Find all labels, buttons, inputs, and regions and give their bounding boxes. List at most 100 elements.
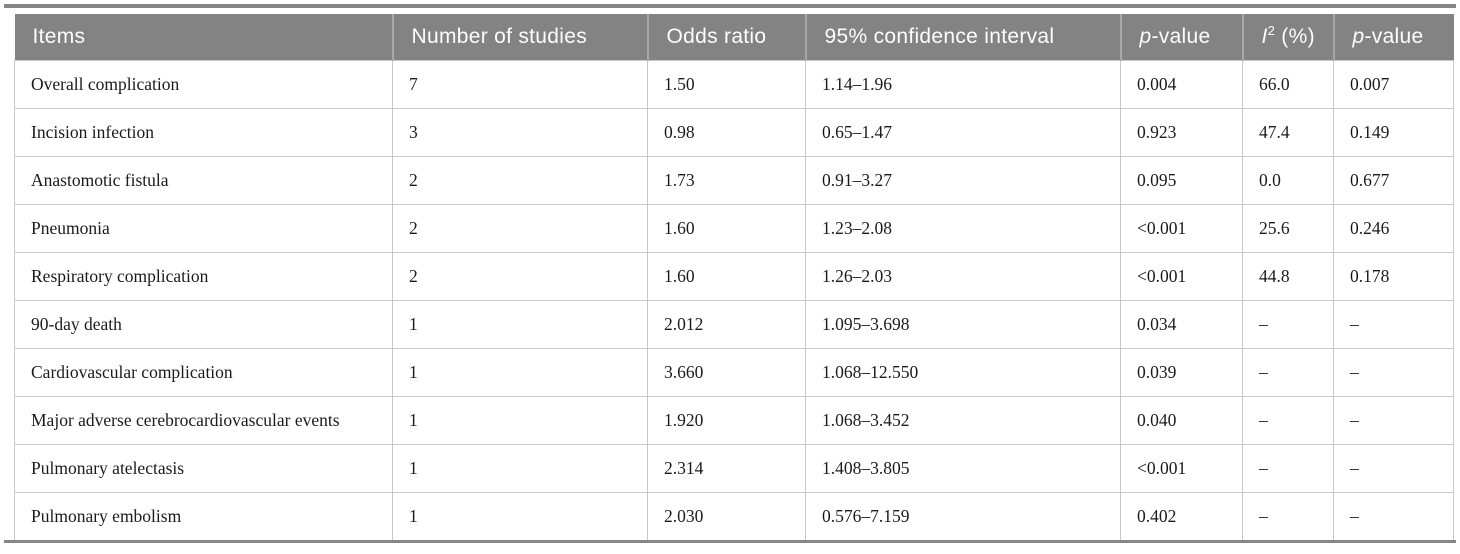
cell-p-value: <0.001 [1120, 252, 1243, 301]
cell-odds-ratio: 0.98 [647, 108, 806, 157]
cell-item: Respiratory complication [14, 252, 393, 301]
cell-p-value-heterogeneity: – [1333, 348, 1454, 397]
cell-i-squared: – [1242, 492, 1334, 540]
table-header: Items Number of studies Odds ratio 95% c… [14, 14, 1454, 61]
cell-confidence-interval: 1.408–3.805 [805, 444, 1121, 493]
table-top-rule [4, 4, 1456, 8]
cell-i-squared: 25.6 [1242, 204, 1334, 253]
cell-odds-ratio: 1.920 [647, 396, 806, 445]
cell-confidence-interval: 1.14–1.96 [805, 60, 1121, 109]
cell-p-value-heterogeneity: – [1333, 396, 1454, 445]
cell-odds-ratio: 1.60 [647, 204, 806, 253]
cell-p-value-heterogeneity: – [1333, 444, 1454, 493]
cell-p-value: 0.039 [1120, 348, 1243, 397]
cell-confidence-interval: 1.26–2.03 [805, 252, 1121, 301]
cell-p-value: 0.095 [1120, 156, 1243, 205]
column-header-label: (%) [1275, 25, 1315, 48]
cell-number-of-studies: 2 [392, 252, 648, 301]
cell-number-of-studies: 1 [392, 444, 648, 493]
cell-odds-ratio: 3.660 [647, 348, 806, 397]
cell-i-squared: 0.0 [1242, 156, 1334, 205]
cell-i-squared: 66.0 [1242, 60, 1334, 109]
column-header-label-italic: p [1139, 25, 1152, 48]
cell-p-value: <0.001 [1120, 204, 1243, 253]
cell-p-value-heterogeneity: 0.007 [1333, 60, 1454, 109]
column-header-label: Number of studies [411, 25, 588, 48]
column-header-label: Odds ratio [666, 25, 767, 48]
column-header-p-value-heterogeneity: p-value [1332, 14, 1454, 61]
cell-confidence-interval: 1.23–2.08 [805, 204, 1121, 253]
cell-number-of-studies: 1 [392, 492, 648, 540]
cell-number-of-studies: 3 [392, 108, 648, 157]
table-row: Overall complication 7 1.50 1.14–1.96 0.… [14, 60, 1454, 109]
table-body: Overall complication 7 1.50 1.14–1.96 0.… [14, 60, 1454, 540]
column-header-i-squared: I2 (%) [1241, 14, 1334, 61]
cell-confidence-interval: 1.068–3.452 [805, 396, 1121, 445]
table-row: Anastomotic fistula 2 1.73 0.91–3.27 0.0… [14, 156, 1454, 205]
table-row: Pneumonia 2 1.60 1.23–2.08 <0.001 25.6 0… [14, 204, 1454, 253]
column-header-label: -value [1151, 25, 1211, 48]
cell-odds-ratio: 1.73 [647, 156, 806, 205]
cell-item: Pneumonia [14, 204, 393, 253]
cell-number-of-studies: 1 [392, 348, 648, 397]
table-row: Pulmonary embolism 1 2.030 0.576–7.159 0… [14, 492, 1454, 540]
cell-p-value: <0.001 [1120, 444, 1243, 493]
cell-odds-ratio: 2.030 [647, 492, 806, 540]
table-row: Major adverse cerebrocardiovascular even… [14, 396, 1454, 445]
cell-i-squared: – [1242, 396, 1334, 445]
cell-item: Overall complication [14, 60, 393, 109]
cell-confidence-interval: 0.91–3.27 [805, 156, 1121, 205]
column-header-number-of-studies: Number of studies [391, 14, 648, 61]
cell-p-value: 0.034 [1120, 300, 1243, 349]
cell-number-of-studies: 2 [392, 156, 648, 205]
cell-item: Incision infection [14, 108, 393, 157]
cell-confidence-interval: 0.65–1.47 [805, 108, 1121, 157]
cell-p-value-heterogeneity: 0.677 [1333, 156, 1454, 205]
cell-i-squared: 47.4 [1242, 108, 1334, 157]
column-header-superscript: 2 [1267, 23, 1276, 38]
cell-odds-ratio: 2.012 [647, 300, 806, 349]
cell-p-value: 0.402 [1120, 492, 1243, 540]
cell-confidence-interval: 1.068–12.550 [805, 348, 1121, 397]
cell-item: Pulmonary embolism [14, 492, 393, 540]
column-header-p-value: p-value [1119, 14, 1243, 61]
column-header-odds-ratio: Odds ratio [646, 14, 806, 61]
cell-item: Major adverse cerebrocardiovascular even… [14, 396, 393, 445]
cell-item: Pulmonary atelectasis [14, 444, 393, 493]
column-header-label: -value [1364, 25, 1424, 48]
cell-number-of-studies: 7 [392, 60, 648, 109]
cell-number-of-studies: 1 [392, 396, 648, 445]
column-header-label-italic: I [1261, 25, 1268, 48]
cell-number-of-studies: 1 [392, 300, 648, 349]
paper-table-figure: Items Number of studies Odds ratio 95% c… [0, 4, 1460, 543]
cell-i-squared: – [1242, 444, 1334, 493]
cell-p-value: 0.040 [1120, 396, 1243, 445]
column-header-label: 95% confidence interval [824, 25, 1055, 48]
table-row: 90-day death 1 2.012 1.095–3.698 0.034 –… [14, 300, 1454, 349]
cell-p-value-heterogeneity: 0.149 [1333, 108, 1454, 157]
cell-confidence-interval: 1.095–3.698 [805, 300, 1121, 349]
cell-p-value: 0.004 [1120, 60, 1243, 109]
table-row: Incision infection 3 0.98 0.65–1.47 0.92… [14, 108, 1454, 157]
table-bottom-rule [4, 540, 1456, 543]
cell-number-of-studies: 2 [392, 204, 648, 253]
table-row: Cardiovascular complication 1 3.660 1.06… [14, 348, 1454, 397]
header-row: Items Number of studies Odds ratio 95% c… [14, 14, 1454, 61]
results-table: Items Number of studies Odds ratio 95% c… [14, 14, 1454, 540]
cell-p-value: 0.923 [1120, 108, 1243, 157]
cell-p-value-heterogeneity: 0.246 [1333, 204, 1454, 253]
cell-p-value-heterogeneity: – [1333, 300, 1454, 349]
cell-item: 90-day death [14, 300, 393, 349]
cell-confidence-interval: 0.576–7.159 [805, 492, 1121, 540]
cell-odds-ratio: 1.60 [647, 252, 806, 301]
column-header-items: Items [14, 14, 393, 61]
table-row: Respiratory complication 2 1.60 1.26–2.0… [14, 252, 1454, 301]
cell-p-value-heterogeneity: 0.178 [1333, 252, 1454, 301]
cell-odds-ratio: 2.314 [647, 444, 806, 493]
column-header-label: Items [32, 25, 86, 48]
cell-odds-ratio: 1.50 [647, 60, 806, 109]
cell-i-squared: 44.8 [1242, 252, 1334, 301]
column-header-confidence-interval: 95% confidence interval [804, 14, 1121, 61]
cell-i-squared: – [1242, 300, 1334, 349]
cell-p-value-heterogeneity: – [1333, 492, 1454, 540]
